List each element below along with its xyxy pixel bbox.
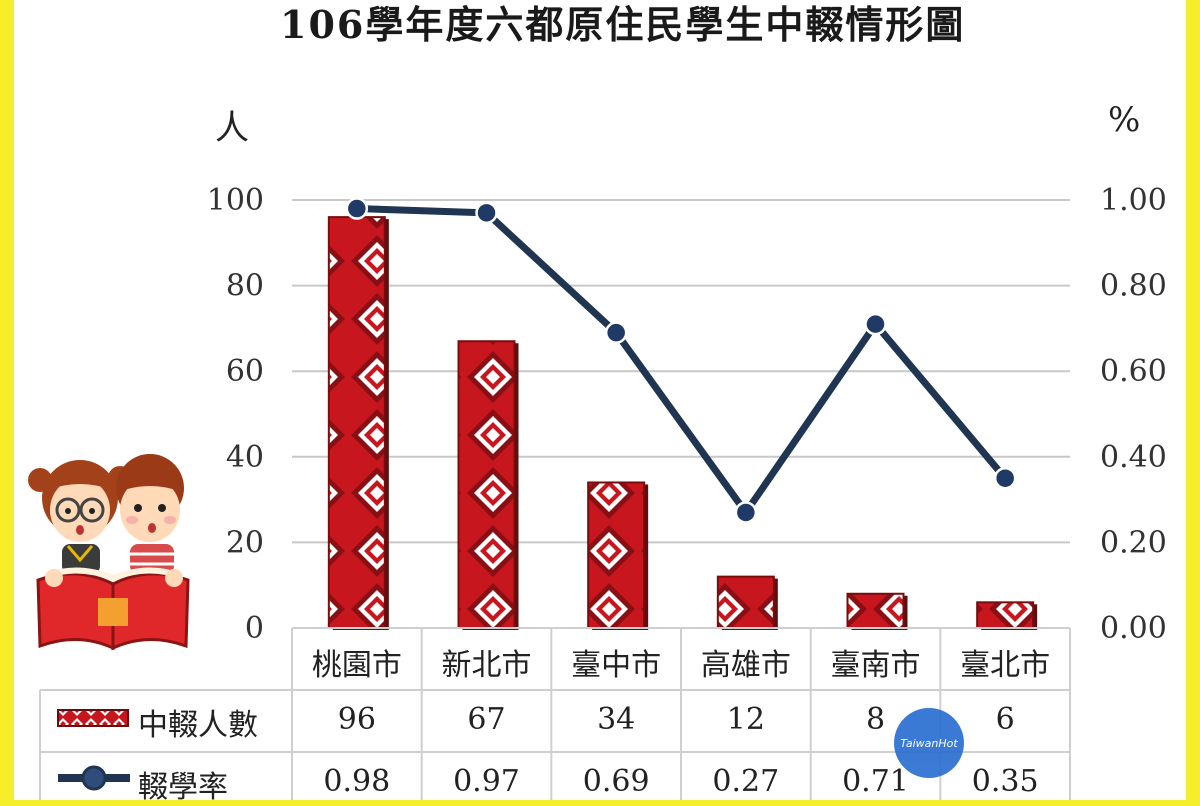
bar-legend-label: 中輟人數 (138, 708, 258, 743)
line-layer (345, 197, 1017, 524)
category-label: 高雄市 (700, 648, 791, 683)
bar-value-cell: 67 (467, 702, 506, 737)
left-tick-label: 40 (226, 440, 264, 475)
rate-value-cell: 0.71 (842, 764, 909, 799)
bar-value-cell: 8 (865, 702, 886, 737)
right-axis-unit: % (1108, 100, 1141, 140)
category-label: 桃園市 (311, 648, 402, 683)
right-tick-label: 0.60 (1100, 354, 1167, 389)
chart-title: 106學年度六都原住民學生中輟情形圖 (280, 2, 966, 47)
line-legend-swatch (58, 765, 130, 791)
bar-高雄市 (716, 575, 775, 630)
rate-value-cell: 0.27 (712, 764, 780, 799)
left-tick-label: 60 (226, 354, 264, 389)
right-tick-label: 0.20 (1100, 525, 1167, 560)
category-label: 臺中市 (571, 648, 662, 683)
bar-legend-swatch (57, 709, 129, 727)
bar-新北市 (457, 340, 516, 629)
bar-value-cell: 12 (726, 702, 765, 737)
grid-layer (292, 199, 1070, 544)
right-tick-label: 0.00 (1100, 611, 1167, 646)
category-label: 臺南市 (830, 648, 921, 683)
rate-value-cell: 0.35 (971, 764, 1039, 799)
bar-臺中市 (587, 481, 646, 630)
left-axis-unit: 人 (215, 108, 249, 148)
left-tick-label: 100 (207, 183, 264, 218)
kids-reading-illustration (28, 454, 190, 651)
right-tick-label: 1.00 (1100, 183, 1167, 218)
rate-point-臺南市 (864, 312, 887, 336)
rate-value-cell: 0.97 (453, 764, 520, 799)
rate-point-臺中市 (604, 321, 628, 344)
rate-line (356, 205, 1008, 516)
table-layer (39, 627, 1071, 800)
bar-value-cell: 96 (337, 702, 376, 737)
rate-value-cell: 0.69 (582, 764, 650, 799)
rate-point-臺北市 (993, 466, 1017, 490)
chart-frame (14, 0, 1186, 800)
category-label: 新北市 (441, 648, 532, 683)
rate-value-cell: 0.98 (323, 764, 391, 799)
category-label: 臺北市 (960, 648, 1051, 683)
bar-value-cell: 6 (995, 702, 1015, 737)
watermark-logo: TaiwanHot (894, 708, 964, 778)
rate-point-桃園市 (345, 197, 369, 220)
rate-point-新北市 (475, 201, 498, 225)
bar-layer (327, 216, 1038, 630)
left-tick-label: 20 (226, 525, 264, 560)
left-tick-label: 80 (226, 269, 264, 304)
axis-layer: 0 20 40 60 80 100 0.00 0.20 0.40 0.60 0.80 1.00 (207, 183, 1167, 646)
rate-point-高雄市 (734, 501, 758, 524)
bar-value-cell: 34 (597, 702, 636, 737)
bar-臺北市 (976, 601, 1035, 630)
bar-臺南市 (846, 592, 905, 630)
right-tick-label: 0.80 (1100, 269, 1167, 304)
right-tick-label: 0.40 (1100, 440, 1167, 475)
left-tick-label: 0 (245, 611, 264, 646)
line-legend-label: 輟學率 (138, 770, 228, 805)
bar-桃園市 (327, 216, 386, 629)
